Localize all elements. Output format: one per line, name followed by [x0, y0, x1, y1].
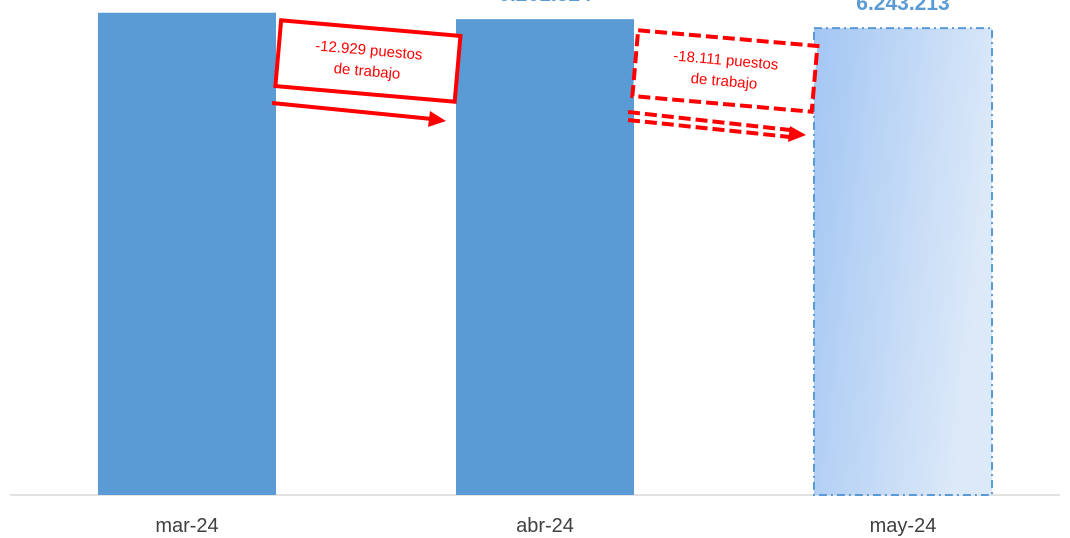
- bar-projected: [813, 27, 993, 497]
- change-callout-1: -12.929 puestos de trabajo: [271, 18, 463, 127]
- callout-box-2: [630, 28, 820, 114]
- callout-arrow-2b: [627, 118, 791, 139]
- x-tick-label: mar-24: [155, 515, 218, 537]
- x-tick-label: may-24: [870, 515, 937, 537]
- bar: [98, 12, 276, 496]
- callout-arrowhead-2: [788, 126, 806, 142]
- callout-arrowhead-1: [428, 111, 446, 127]
- callout-arrow-1: [271, 101, 433, 121]
- bar-value-label: 6.243.213: [856, 0, 949, 15]
- x-tick-label: abr-24: [516, 515, 574, 537]
- bar: [456, 19, 634, 495]
- callout-1-line-2: de trabajo: [333, 60, 401, 83]
- change-callout-2: -18.111 puestos de trabajo: [627, 28, 820, 142]
- callout-arrow-2: [627, 110, 791, 132]
- callout-2-line-2: de trabajo: [690, 70, 758, 93]
- callout-box-1: [273, 18, 463, 104]
- bar-value-label: 6.261.324: [498, 0, 592, 6]
